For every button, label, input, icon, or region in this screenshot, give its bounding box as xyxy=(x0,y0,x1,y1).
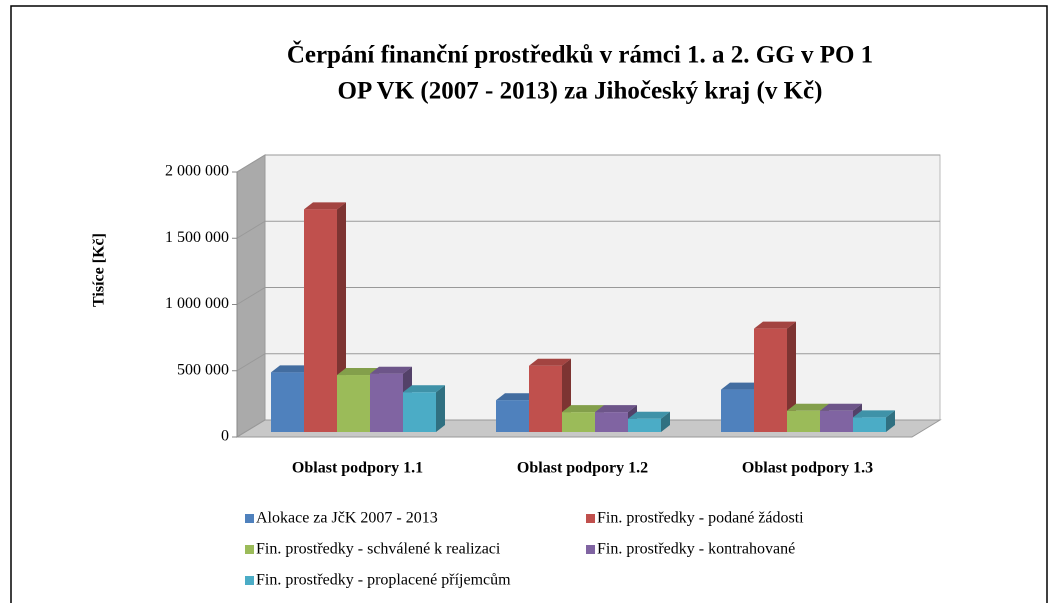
y-tick-label: 1 500 000 xyxy=(165,229,229,246)
bar-front xyxy=(370,373,403,432)
bar-top xyxy=(562,405,604,413)
y-tick-label: 2 000 000 xyxy=(165,163,229,180)
bar-side xyxy=(436,385,445,432)
y-tick-label: 1 000 000 xyxy=(165,295,229,312)
bar-top xyxy=(628,411,670,419)
bar-top-shade xyxy=(304,202,346,210)
bar-front xyxy=(595,412,628,432)
bar-top xyxy=(403,385,445,393)
bar-top-shade xyxy=(403,385,445,393)
bar-front xyxy=(754,328,787,432)
bar-top-shade xyxy=(787,403,829,411)
legend-label: Alokace za JčK 2007 - 2013 xyxy=(256,510,438,527)
bar-front xyxy=(820,410,853,432)
bar-front xyxy=(628,418,661,432)
bar-top-shade xyxy=(628,411,670,419)
bar-front xyxy=(337,375,370,432)
bar-top xyxy=(529,358,571,366)
bar-top-shade xyxy=(721,382,763,390)
legend-swatch xyxy=(586,514,595,523)
bar-side-shade xyxy=(661,411,670,432)
legend-label: Fin. prostředky - schválené k realizaci xyxy=(256,541,501,558)
bar-front xyxy=(529,365,562,432)
legend-swatch xyxy=(245,545,254,554)
bar-top-shade xyxy=(853,410,895,418)
bar-top xyxy=(787,403,829,411)
bar-side-shade xyxy=(436,385,445,432)
legend-swatch xyxy=(586,545,595,554)
grid-line xyxy=(236,154,940,173)
bar xyxy=(304,202,346,432)
bar-top-shade xyxy=(595,405,637,413)
bar xyxy=(853,410,895,432)
legend-swatch xyxy=(245,514,254,523)
bar-top-shade xyxy=(562,405,604,413)
x-tick-label: Oblast podpory 1.2 xyxy=(517,460,648,477)
bar xyxy=(754,321,796,432)
bar-top-shade xyxy=(271,365,313,373)
bar-top xyxy=(595,405,637,413)
bar-side xyxy=(787,321,796,432)
bar-top xyxy=(370,366,412,374)
bar-top-shade xyxy=(337,368,379,376)
legend-label: Fin. prostředky - proplacené příjemcům xyxy=(256,572,511,589)
bar-top xyxy=(721,382,763,390)
bar-side xyxy=(661,411,670,432)
chart-title: OP VK (2007 - 2013) za Jihočeský kraj (v… xyxy=(338,78,823,105)
x-tick-label: Oblast podpory 1.1 xyxy=(292,460,423,477)
y-tick-label: 500 000 xyxy=(177,361,229,378)
bar-front xyxy=(853,417,886,432)
bar-front xyxy=(496,400,529,432)
chart-title: Čerpání finanční prostředků v rámci 1. a… xyxy=(287,40,873,69)
bar-top xyxy=(754,321,796,329)
bar-front xyxy=(721,389,754,432)
bar-top xyxy=(271,365,313,373)
bar-front xyxy=(304,209,337,432)
bar-front xyxy=(562,412,595,432)
bar-top-shade xyxy=(754,321,796,329)
grid-line xyxy=(236,353,940,372)
bar-top-shade xyxy=(496,393,538,401)
bar xyxy=(628,411,670,432)
bar-side-shade xyxy=(886,410,895,432)
bar-side xyxy=(886,410,895,432)
bar-top-shade xyxy=(820,403,862,411)
grid-line xyxy=(236,287,940,305)
bar-front xyxy=(787,410,820,432)
legend-label: Fin. prostředky - kontrahované xyxy=(597,541,795,558)
bar-top xyxy=(337,368,379,376)
bar-top xyxy=(853,410,895,418)
bar-top xyxy=(304,202,346,210)
legend-label: Fin. prostředky - podané žádosti xyxy=(597,510,804,527)
bar-top xyxy=(820,403,862,411)
bar xyxy=(403,385,445,432)
bar-top xyxy=(496,393,538,401)
y-tick-label: 0 xyxy=(221,428,229,445)
bar-top-shade xyxy=(370,366,412,374)
x-tick-label: Oblast podpory 1.3 xyxy=(742,460,873,477)
y-axis-label: Tisíce [Kč] xyxy=(91,233,108,307)
grid-line xyxy=(236,220,940,239)
bar-side-shade xyxy=(787,321,796,432)
bar-front xyxy=(403,392,436,432)
legend-swatch xyxy=(245,576,254,585)
bar-front xyxy=(271,372,304,432)
grid-line xyxy=(236,419,940,438)
bar-top-shade xyxy=(529,358,571,366)
